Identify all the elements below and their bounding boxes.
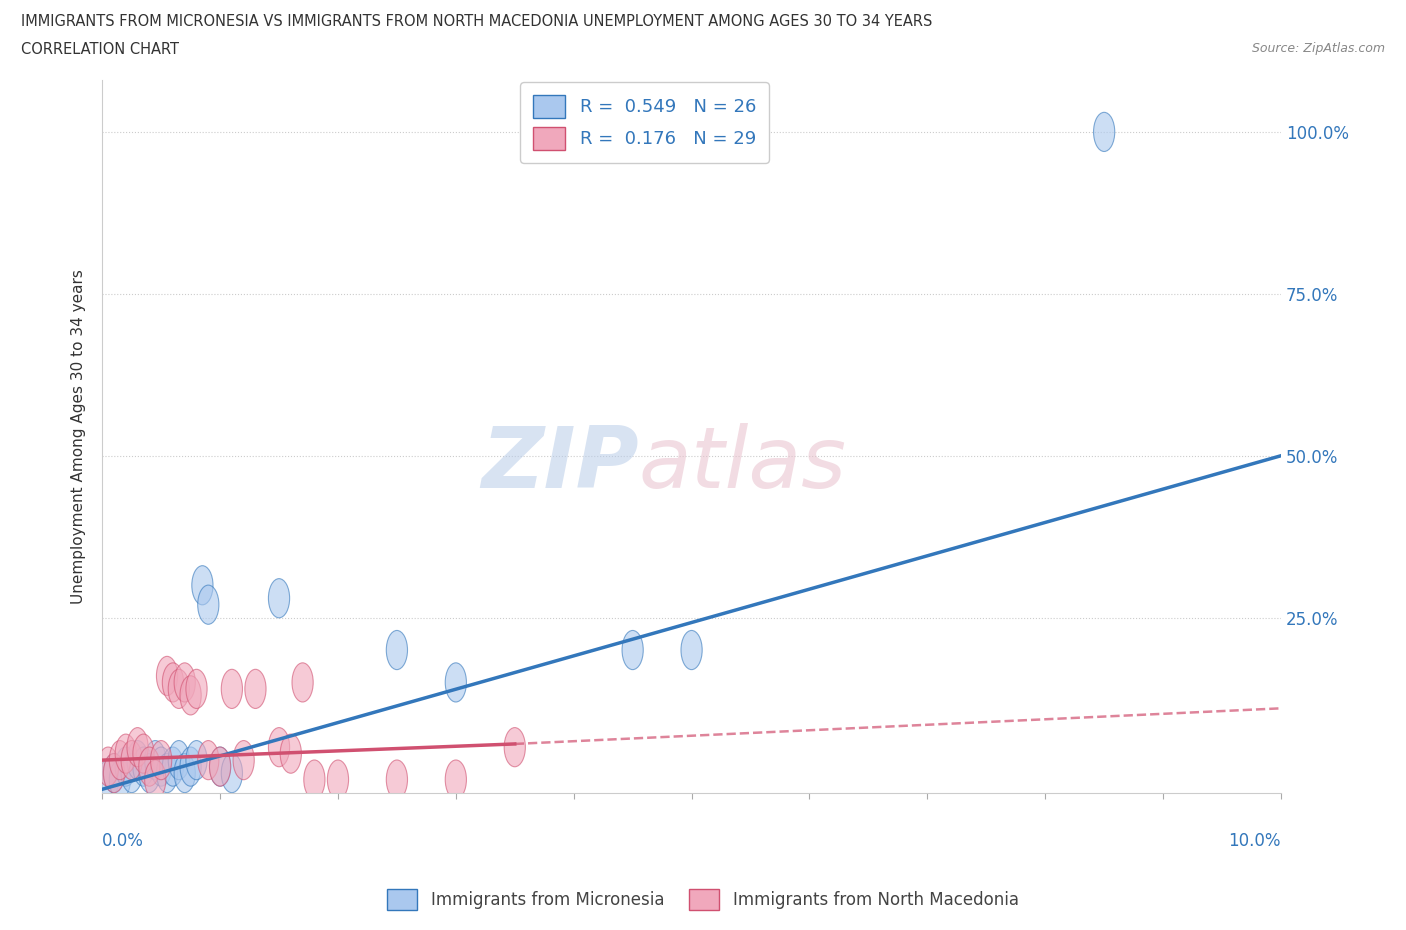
- Ellipse shape: [139, 753, 160, 792]
- Legend: Immigrants from Micronesia, Immigrants from North Macedonia: Immigrants from Micronesia, Immigrants f…: [381, 883, 1025, 917]
- Ellipse shape: [681, 631, 702, 670]
- Y-axis label: Unemployment Among Ages 30 to 34 years: Unemployment Among Ages 30 to 34 years: [72, 269, 86, 604]
- Ellipse shape: [233, 740, 254, 779]
- Ellipse shape: [328, 760, 349, 799]
- Ellipse shape: [121, 740, 142, 779]
- Ellipse shape: [97, 747, 118, 786]
- Ellipse shape: [180, 676, 201, 715]
- Ellipse shape: [139, 747, 160, 786]
- Ellipse shape: [304, 760, 325, 799]
- Text: ZIP: ZIP: [481, 423, 638, 506]
- Ellipse shape: [162, 663, 184, 702]
- Ellipse shape: [132, 747, 155, 786]
- Ellipse shape: [127, 727, 148, 766]
- Ellipse shape: [505, 727, 526, 766]
- Ellipse shape: [104, 753, 125, 792]
- Ellipse shape: [621, 631, 644, 670]
- Ellipse shape: [292, 663, 314, 702]
- Ellipse shape: [180, 747, 201, 786]
- Ellipse shape: [191, 565, 214, 604]
- Ellipse shape: [110, 740, 131, 779]
- Ellipse shape: [156, 753, 177, 792]
- Legend: R =  0.549   N = 26, R =  0.176   N = 29: R = 0.549 N = 26, R = 0.176 N = 29: [520, 82, 769, 163]
- Ellipse shape: [387, 760, 408, 799]
- Ellipse shape: [150, 740, 172, 779]
- Ellipse shape: [198, 740, 219, 779]
- Ellipse shape: [169, 670, 190, 709]
- Ellipse shape: [209, 747, 231, 786]
- Ellipse shape: [269, 727, 290, 766]
- Text: Source: ZipAtlas.com: Source: ZipAtlas.com: [1251, 42, 1385, 55]
- Ellipse shape: [145, 740, 166, 779]
- Text: 10.0%: 10.0%: [1229, 831, 1281, 850]
- Text: atlas: atlas: [638, 423, 846, 506]
- Ellipse shape: [209, 747, 231, 786]
- Text: IMMIGRANTS FROM MICRONESIA VS IMMIGRANTS FROM NORTH MACEDONIA UNEMPLOYMENT AMONG: IMMIGRANTS FROM MICRONESIA VS IMMIGRANTS…: [21, 14, 932, 29]
- Ellipse shape: [169, 740, 190, 779]
- Ellipse shape: [186, 740, 207, 779]
- Text: 0.0%: 0.0%: [103, 831, 143, 850]
- Ellipse shape: [156, 657, 177, 696]
- Ellipse shape: [127, 740, 148, 779]
- Ellipse shape: [145, 760, 166, 799]
- Ellipse shape: [121, 753, 142, 792]
- Ellipse shape: [387, 631, 408, 670]
- Ellipse shape: [186, 670, 207, 709]
- Ellipse shape: [115, 734, 136, 773]
- Ellipse shape: [132, 734, 155, 773]
- Ellipse shape: [174, 663, 195, 702]
- Text: CORRELATION CHART: CORRELATION CHART: [21, 42, 179, 57]
- Ellipse shape: [198, 585, 219, 624]
- Ellipse shape: [221, 670, 242, 709]
- Ellipse shape: [1094, 113, 1115, 152]
- Ellipse shape: [174, 753, 195, 792]
- Ellipse shape: [245, 670, 266, 709]
- Ellipse shape: [110, 760, 131, 799]
- Ellipse shape: [446, 760, 467, 799]
- Ellipse shape: [269, 578, 290, 618]
- Ellipse shape: [446, 663, 467, 702]
- Ellipse shape: [162, 747, 184, 786]
- Ellipse shape: [97, 760, 118, 799]
- Ellipse shape: [150, 747, 172, 786]
- Ellipse shape: [115, 747, 136, 786]
- Ellipse shape: [104, 753, 125, 792]
- Ellipse shape: [280, 734, 301, 773]
- Ellipse shape: [221, 753, 242, 792]
